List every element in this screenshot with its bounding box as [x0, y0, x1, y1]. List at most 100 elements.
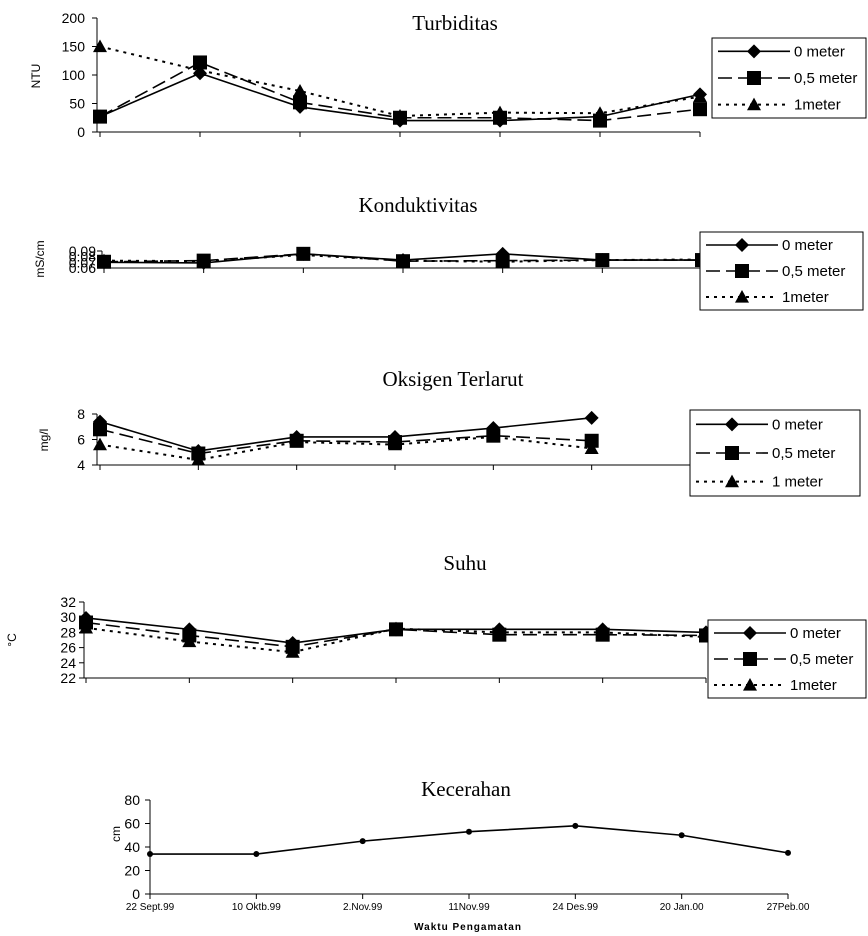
- legend-marker: [747, 44, 761, 59]
- data-point: [785, 849, 791, 856]
- y-tick-label: 22: [60, 670, 76, 686]
- y-axis-label: °C: [5, 633, 19, 647]
- data-point: [389, 621, 403, 635]
- legend-label: 1meter: [794, 97, 841, 114]
- legend-label: 0,5 meter: [794, 70, 857, 87]
- series-line: [99, 45, 701, 118]
- chart-turbiditas: Turbiditas 0 50 100 150 200 NTU 0 meter 0,5 mete…: [29, 10, 867, 140]
- data-point: [289, 435, 304, 448]
- data-point: [359, 838, 366, 845]
- legend-label: 1 meter: [772, 474, 823, 491]
- data-point: [193, 63, 207, 77]
- x-tick-label: 2.Nov.99: [343, 902, 383, 913]
- x-tick-label: 10 Oktb.99: [232, 902, 281, 913]
- chart-konduktivitas: Konduktivitas 0.060.070.080.09 mS/cm 0 mete…: [33, 193, 864, 311]
- data-point: [293, 95, 307, 110]
- legend-marker: [743, 652, 757, 666]
- data-point: [191, 452, 206, 466]
- y-axis-label: mg/l: [37, 429, 51, 452]
- data-point: [147, 851, 153, 858]
- legend-marker: [735, 238, 749, 252]
- legend-marker: [747, 71, 761, 85]
- legend-label: 0,5 meter: [782, 263, 845, 280]
- data-point: [285, 645, 300, 658]
- y-axis-label: mS/cm: [33, 240, 47, 277]
- data-point: [493, 105, 507, 119]
- y-tick-label: 0.07: [69, 254, 96, 270]
- y-tick-label: 8: [77, 406, 85, 422]
- data-point: [466, 828, 472, 835]
- chart-title: Suhu: [443, 551, 487, 575]
- legend-marker: [725, 446, 739, 460]
- x-tick-label: 20 Jan.00: [660, 902, 704, 913]
- data-point: [584, 433, 599, 448]
- data-point: [572, 822, 579, 829]
- legend-marker: [747, 97, 761, 111]
- y-tick-label: 100: [62, 67, 86, 83]
- legend-label: 0 meter: [772, 416, 823, 433]
- legend-marker: [725, 474, 739, 488]
- data-point: [388, 437, 402, 451]
- x-tick-label: 24 Des.99: [553, 902, 599, 913]
- chart-title: Oksigen Terlarut: [382, 367, 523, 391]
- data-point: [293, 83, 307, 97]
- data-point: [79, 620, 93, 634]
- legend-label: 0 meter: [794, 43, 845, 60]
- y-tick-label: 30: [60, 609, 76, 625]
- data-point: [393, 109, 407, 122]
- data-point: [486, 429, 501, 443]
- data-point: [678, 832, 685, 839]
- legend-marker: [725, 417, 739, 432]
- y-tick-label: 28: [60, 624, 76, 640]
- data-point: [584, 441, 599, 455]
- data-point: [182, 634, 197, 648]
- y-tick-label: 0.06: [69, 260, 96, 276]
- legend-label: 1meter: [782, 289, 829, 306]
- data-point: [93, 109, 107, 124]
- data-point: [97, 253, 111, 267]
- data-point: [595, 625, 610, 638]
- data-point: [693, 89, 707, 103]
- y-tick-label: 32: [60, 594, 76, 610]
- y-tick-label: 20: [124, 863, 140, 879]
- x-tick-label: 27Peb.00: [767, 902, 810, 913]
- data-point: [595, 253, 610, 266]
- data-point: [495, 254, 510, 268]
- y-tick-label: 6: [77, 432, 85, 448]
- chart-title: Konduktivitas: [359, 193, 478, 217]
- x-tick-label: 22 Sept.99: [126, 902, 175, 913]
- y-tick-label: 26: [60, 640, 76, 656]
- legend-label: 0 meter: [782, 237, 833, 254]
- x-tick-label: 11Nov.99: [448, 902, 490, 913]
- chart-oksigen-terlarut: Oksigen Terlarut 4 6 8 mg/l 0 meter 0,5 meter 1…: [37, 367, 861, 497]
- y-tick-label: 80: [124, 792, 140, 808]
- legend-label: 0,5 meter: [772, 445, 835, 462]
- y-tick-label: 0.09: [69, 243, 96, 259]
- legend-label: 0 meter: [790, 625, 841, 642]
- y-tick-label: 50: [69, 96, 85, 112]
- y-tick-label: 24: [60, 655, 76, 671]
- y-tick-label: 200: [62, 10, 86, 26]
- data-point: [253, 851, 260, 858]
- y-tick-label: 0: [77, 124, 85, 140]
- y-tick-label: 0: [132, 886, 140, 902]
- data-point: [93, 39, 107, 53]
- x-axis-title: Waktu Pengamatan: [414, 922, 522, 933]
- legend-label: 1meter: [790, 677, 837, 694]
- y-tick-label: 0.08: [69, 249, 96, 265]
- y-axis-label: cm: [109, 826, 123, 842]
- legend-marker: [743, 626, 757, 640]
- y-tick-label: 150: [62, 39, 86, 55]
- y-tick-label: 40: [124, 839, 140, 855]
- data-point: [196, 254, 211, 267]
- data-point: [193, 55, 207, 70]
- data-point: [693, 102, 707, 117]
- series-line: [99, 428, 592, 455]
- data-point: [396, 253, 410, 267]
- chart-title: Kecerahan: [421, 777, 511, 801]
- data-point: [593, 106, 607, 119]
- y-tick-label: 4: [77, 457, 85, 473]
- data-point: [296, 247, 311, 261]
